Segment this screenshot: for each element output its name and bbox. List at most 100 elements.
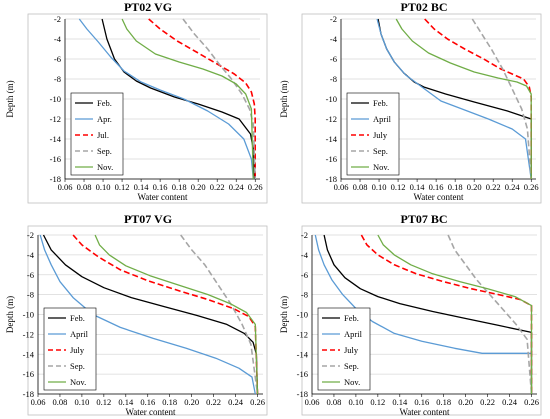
series-line-april: [376, 18, 532, 180]
y-tick-label: -14: [23, 349, 35, 359]
y-tick-label: -2: [27, 230, 34, 240]
x-tick-label: 0.14: [134, 182, 150, 192]
x-tick-label: 0.14: [392, 397, 408, 407]
legend-entry: Nov.: [70, 377, 86, 387]
legend-entry: Nov.: [97, 162, 113, 172]
panel-frame: [27, 225, 268, 416]
x-tick-label: 0.14: [118, 397, 134, 407]
legend: [346, 92, 400, 176]
x-tick-label: 0.10: [348, 397, 363, 407]
y-tick-label: -6: [54, 54, 61, 64]
x-tick-label: 0.16: [429, 182, 444, 192]
legend-entry: April: [70, 329, 89, 339]
series-line-sep: [447, 234, 533, 395]
x-tick-label: 0.06: [58, 182, 73, 192]
legend-entry: Feb.: [97, 98, 112, 108]
x-axis-label: Water content: [137, 192, 188, 202]
y-axis-label: Depth (m): [5, 296, 15, 333]
y-tick-label: -16: [50, 154, 61, 164]
x-tick-label: 0.06: [31, 397, 46, 407]
series-line-april: [39, 234, 256, 395]
y-tick-label: -12: [297, 329, 308, 339]
x-tick-label: 0.08: [53, 397, 68, 407]
legend-entry: July: [70, 345, 85, 355]
y-tick-label: -14: [326, 134, 338, 144]
legend-entry: Sep.: [344, 361, 359, 371]
x-tick-label: 0.24: [228, 397, 244, 407]
y-tick-label: -14: [297, 349, 309, 359]
x-tick-label: 0.08: [77, 182, 92, 192]
x-tick-label: 0.06: [334, 182, 349, 192]
legend-entry: April: [373, 114, 392, 124]
chart-title: PT02 BC: [400, 0, 447, 14]
y-tick-label: -10: [326, 94, 337, 104]
series-line-nov: [377, 234, 533, 394]
y-tick-label: -4: [301, 250, 309, 260]
x-tick-label: 0.24: [502, 397, 518, 407]
y-axis-label: Depth (m): [279, 296, 289, 333]
legend: [317, 307, 371, 391]
x-tick-label: 0.20: [184, 397, 199, 407]
y-tick-label: -8: [301, 290, 308, 300]
y-tick-label: -12: [50, 114, 61, 124]
y-tick-label: -8: [54, 74, 61, 84]
x-tick-label: 0.22: [206, 397, 221, 407]
series-line-apr: [78, 18, 254, 180]
x-tick-label: 0.24: [229, 182, 245, 192]
y-axis-label: Depth (m): [5, 80, 15, 117]
legend-entry: Nov.: [344, 377, 360, 387]
x-tick-label: 0.26: [250, 397, 265, 407]
panel-frame: [301, 225, 542, 416]
y-axis-label: Depth (m): [279, 80, 289, 117]
series-line-jul: [148, 18, 256, 179]
y-tick-label: -18: [326, 174, 337, 184]
y-tick-label: -6: [301, 270, 308, 280]
legend-entry: July: [344, 345, 359, 355]
y-tick-label: -10: [50, 94, 61, 104]
y-tick-label: -6: [27, 270, 34, 280]
x-tick-label: 0.18: [172, 182, 187, 192]
y-tick-label: -8: [330, 74, 337, 84]
legend-entry: April: [344, 329, 363, 339]
legend-entry: Apr.: [97, 114, 112, 124]
x-tick-label: 0.10: [74, 397, 89, 407]
y-tick-label: -10: [23, 310, 34, 320]
y-tick-label: -16: [23, 369, 34, 379]
x-tick-label: 0.10: [372, 182, 387, 192]
chart-title: PT07 BC: [400, 212, 447, 226]
series-line-feb: [42, 234, 259, 395]
series-line-july: [72, 234, 259, 395]
y-tick-label: -18: [23, 389, 34, 399]
x-tick-label: 0.16: [153, 182, 168, 192]
y-tick-label: -12: [23, 329, 34, 339]
legend-entry: Jul.: [97, 130, 109, 140]
x-tick-label: 0.20: [467, 182, 482, 192]
x-tick-label: 0.26: [248, 182, 263, 192]
legend-entry: Feb.: [373, 98, 388, 108]
chart-title: PT02 VG: [124, 0, 172, 14]
y-tick-label: -4: [27, 250, 35, 260]
x-tick-label: 0.12: [115, 182, 130, 192]
legend: [70, 92, 124, 176]
x-tick-label: 0.12: [391, 182, 406, 192]
series-line-feb: [323, 234, 533, 394]
series-line-sep: [180, 234, 259, 395]
legend-entry: Sep.: [70, 361, 85, 371]
series-line-nov: [94, 234, 259, 395]
x-tick-label: 0.20: [458, 397, 473, 407]
x-tick-label: 0.12: [370, 397, 385, 407]
x-axis-label: Water content: [399, 407, 450, 417]
series-line-july: [424, 18, 533, 179]
y-tick-label: -6: [330, 54, 337, 64]
chart-panel-2: PT02 BC -2 -4 -6 -8 -10 -12 -14 -16 -180.06 0.08 0.…: [279, 0, 542, 204]
legend-entry: Sep.: [373, 146, 388, 156]
chart-panel-4: PT07 BC -2 -4 -6 -8 -10 -12 -14 -16 -180.06 0.08 0.…: [279, 212, 542, 417]
x-tick-label: 0.16: [414, 397, 429, 407]
y-tick-label: -18: [297, 389, 308, 399]
x-tick-label: 0.18: [448, 182, 463, 192]
x-tick-label: 0.22: [486, 182, 501, 192]
chart-panel-3: PT07 VG -2 -4 -6 -8 -10 -12 -14 -16 -180.06 0.08 0.…: [5, 212, 268, 417]
y-tick-label: -10: [297, 310, 308, 320]
x-tick-label: 0.24: [505, 182, 521, 192]
